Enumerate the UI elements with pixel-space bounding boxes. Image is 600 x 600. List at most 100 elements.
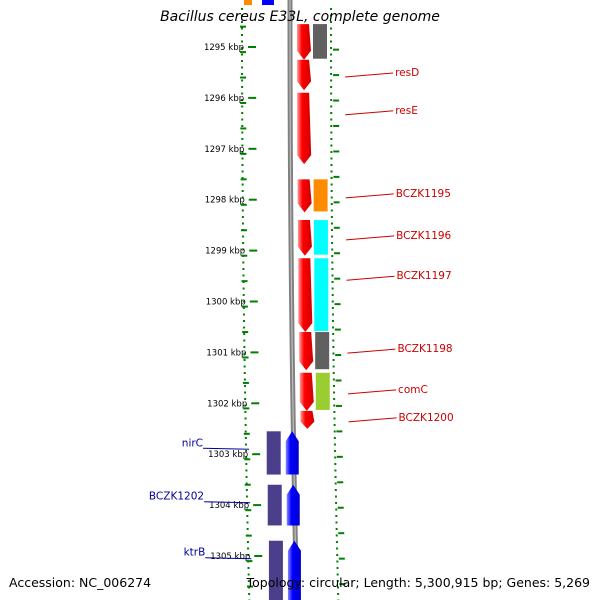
scale-dot bbox=[247, 554, 250, 556]
gene-label: BCZK1196 bbox=[396, 230, 451, 242]
scale-dot bbox=[241, 27, 244, 30]
scale-dot bbox=[336, 567, 339, 569]
scale-dot bbox=[243, 339, 246, 342]
gene-label: BCZK1195 bbox=[396, 188, 451, 200]
scale-dot bbox=[334, 450, 337, 452]
scale-dot bbox=[246, 528, 249, 530]
scale-dot bbox=[247, 567, 250, 569]
gene-cog-bar bbox=[313, 179, 328, 212]
scale-dot bbox=[244, 411, 247, 413]
forward-gene-arrow bbox=[297, 220, 312, 256]
scale-dot bbox=[244, 417, 247, 420]
scale-dot bbox=[330, 47, 333, 49]
partial-gene-stub bbox=[262, 0, 274, 5]
scale-dot bbox=[247, 580, 250, 582]
reverse-gene-arrow bbox=[285, 431, 299, 475]
scale-dot bbox=[243, 385, 246, 387]
gene-cog-bar bbox=[313, 220, 328, 255]
kbp-tick-label: 1295 kbp bbox=[204, 43, 244, 53]
scale-dot bbox=[330, 60, 333, 62]
gene-cog-bar bbox=[268, 540, 283, 600]
scale-dot bbox=[330, 118, 333, 121]
scale-dot bbox=[241, 8, 244, 10]
scale-dot bbox=[333, 443, 336, 446]
scale-dot bbox=[333, 398, 336, 400]
scale-tick bbox=[246, 585, 253, 588]
scale-dot bbox=[331, 274, 334, 277]
scale-dot bbox=[336, 560, 339, 563]
scale-tick bbox=[335, 404, 342, 407]
forward-gene-arrow bbox=[297, 92, 312, 165]
scale-tick bbox=[338, 557, 345, 560]
scale-dot bbox=[242, 274, 245, 277]
genome-summary-text: Topology: circular; Length: 5,300,915 bp… bbox=[246, 575, 590, 590]
scale-dot bbox=[243, 365, 246, 368]
scale-dot bbox=[330, 21, 333, 23]
kbp-tick-label: 1296 kbp bbox=[204, 94, 244, 104]
scale-tick bbox=[245, 534, 252, 537]
scale-tick bbox=[335, 354, 342, 357]
scale-dot bbox=[330, 66, 333, 69]
scale-dot bbox=[241, 66, 244, 69]
scale-dot bbox=[331, 300, 334, 303]
gene-label: comC bbox=[398, 384, 428, 396]
gene-label-leader bbox=[345, 110, 394, 116]
scale-dot bbox=[330, 53, 333, 56]
scale-dot bbox=[334, 482, 337, 485]
scale-dot bbox=[243, 352, 246, 355]
gene-label-leader bbox=[203, 447, 250, 450]
scale-dot bbox=[241, 138, 244, 140]
scale-dot bbox=[334, 456, 337, 459]
scale-dot bbox=[330, 170, 333, 173]
scale-dot bbox=[332, 359, 335, 361]
scale-dot bbox=[241, 209, 244, 212]
scale-tick bbox=[242, 381, 249, 384]
scale-dot bbox=[243, 320, 246, 322]
scale-dot bbox=[241, 92, 244, 95]
scale-dot bbox=[241, 99, 244, 101]
scale-tick bbox=[338, 532, 345, 535]
scale-dot bbox=[331, 242, 334, 244]
scale-tick bbox=[243, 407, 250, 410]
kbp-tick-mark bbox=[251, 402, 260, 405]
scale-dot bbox=[330, 190, 333, 192]
scale-dot bbox=[335, 528, 338, 530]
scale-dot bbox=[330, 79, 333, 82]
kbp-tick-mark bbox=[248, 46, 257, 48]
scale-tick bbox=[333, 48, 340, 51]
scale-dot bbox=[243, 333, 246, 335]
scale-dot bbox=[331, 255, 334, 257]
scale-dot bbox=[335, 541, 338, 543]
scale-dot bbox=[331, 261, 334, 264]
scale-tick bbox=[241, 280, 248, 283]
scale-tick bbox=[241, 305, 248, 308]
scale-dot bbox=[241, 60, 244, 62]
scale-dot bbox=[330, 216, 333, 218]
scale-dot bbox=[330, 131, 333, 134]
scale-dot bbox=[332, 346, 335, 348]
scale-dot bbox=[242, 287, 245, 290]
forward-gene-arrow bbox=[297, 59, 312, 91]
scale-tick bbox=[339, 583, 346, 586]
kbp-tick-label: 1301 kbp bbox=[206, 348, 246, 358]
scale-tick bbox=[337, 506, 344, 509]
scale-dot bbox=[242, 242, 245, 244]
kbp-tick-mark bbox=[249, 249, 258, 252]
scale-dot bbox=[332, 326, 335, 329]
scale-dot bbox=[333, 404, 336, 407]
scale-dot bbox=[243, 346, 246, 348]
scale-tick bbox=[240, 152, 247, 155]
scale-tick bbox=[333, 74, 340, 77]
forward-gene-arrow bbox=[297, 179, 312, 213]
forward-gene-arrow bbox=[298, 258, 313, 333]
scale-dot bbox=[241, 222, 244, 225]
scale-dot bbox=[245, 495, 248, 498]
scale-dot bbox=[334, 469, 337, 472]
scale-dot bbox=[331, 235, 334, 238]
gene-cog-bar bbox=[266, 431, 281, 475]
scale-tick bbox=[334, 303, 341, 306]
scale-dot bbox=[330, 222, 333, 225]
scale-dot bbox=[241, 190, 244, 192]
scale-dot bbox=[244, 398, 247, 400]
